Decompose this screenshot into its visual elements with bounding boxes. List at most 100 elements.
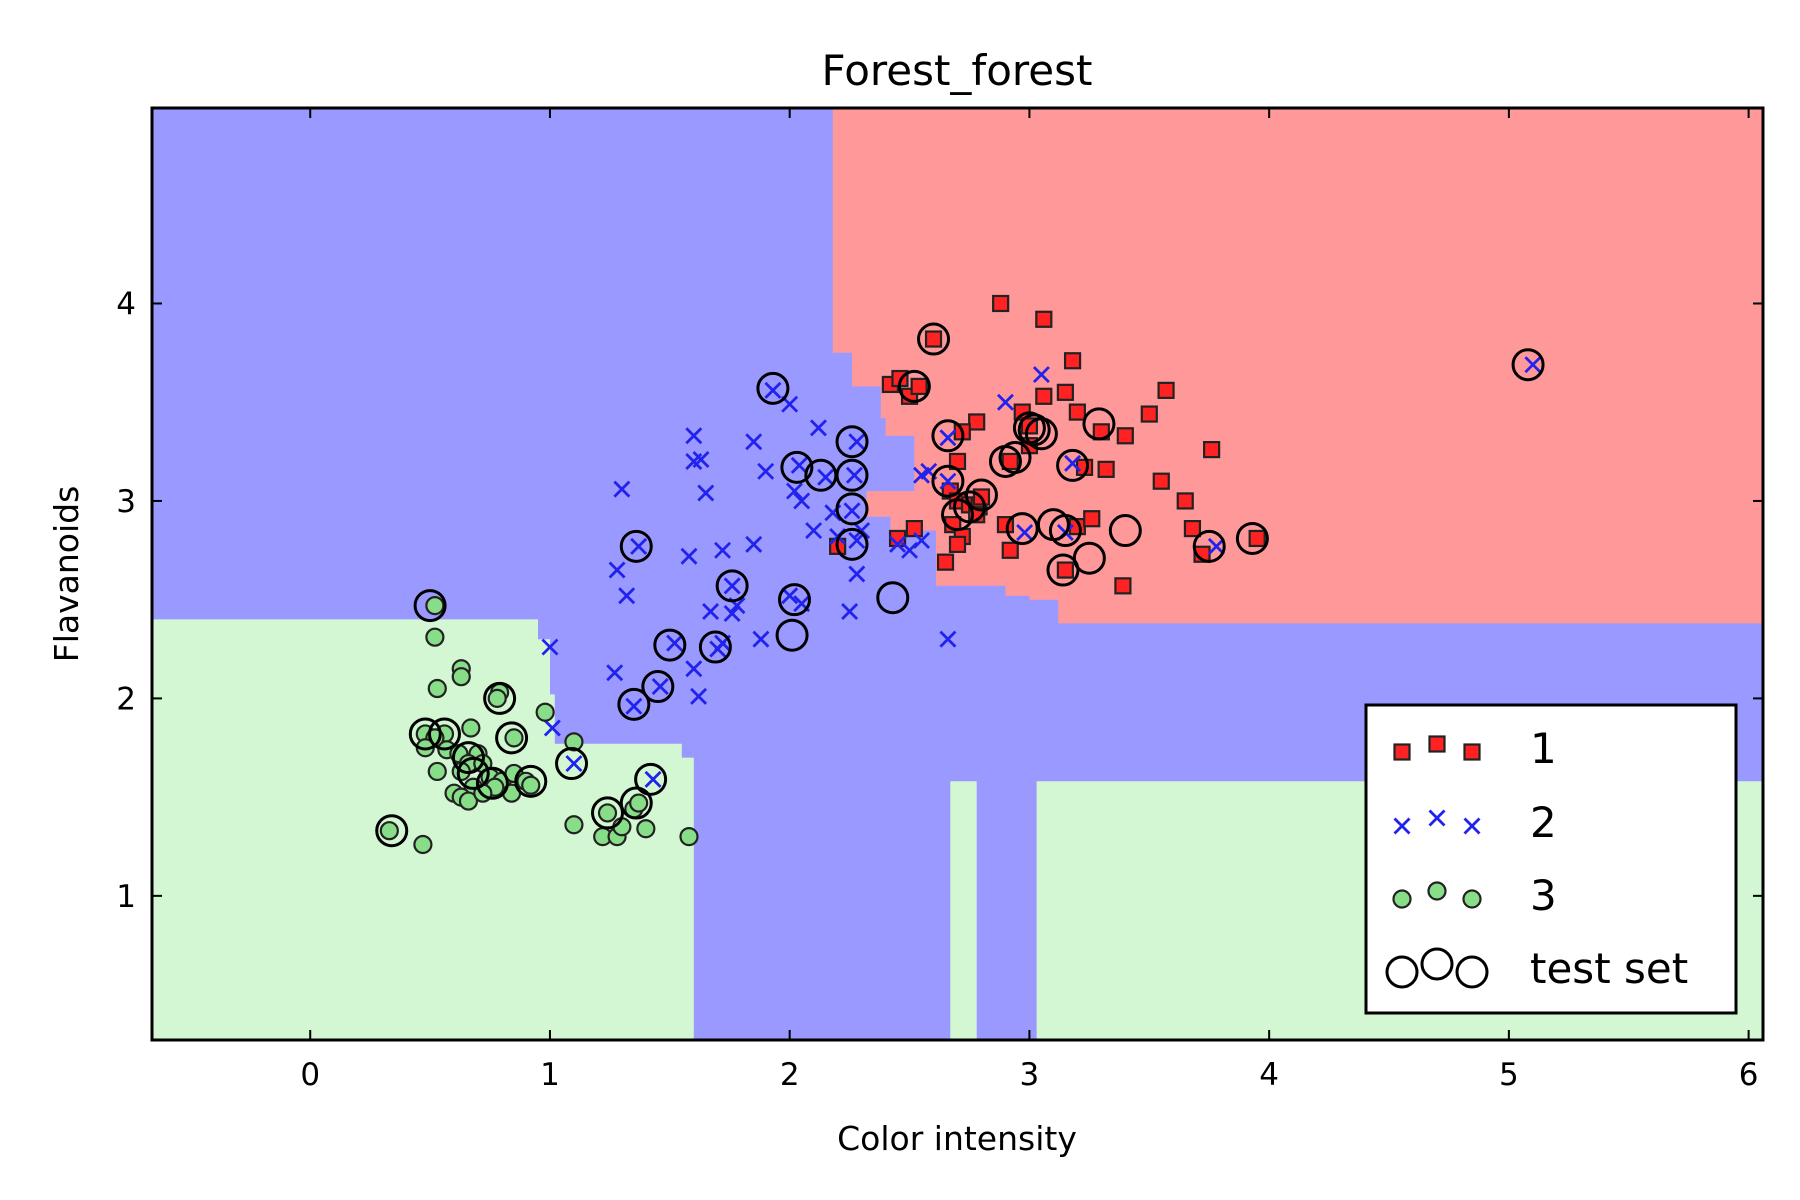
x-tick-label: 4 (1259, 1057, 1279, 1093)
point-class-2 (841, 603, 859, 621)
point-class-3 (679, 827, 699, 847)
point-class-2 (618, 587, 636, 605)
point-class-1 (1114, 577, 1132, 595)
test-point (475, 766, 509, 800)
test-point (427, 717, 461, 751)
plot-frame (150, 106, 1765, 1042)
y-tick-label: 3 (116, 484, 136, 520)
legend-marker-3 (1462, 889, 1482, 909)
chart-title: Forest_forest (822, 46, 1093, 95)
region-class-1-0 (832, 108, 1763, 624)
test-point (917, 322, 951, 356)
point-class-2 (745, 433, 763, 451)
test-point (375, 814, 409, 848)
legend-label: 2 (1530, 798, 1557, 847)
point-class-2 (630, 537, 648, 555)
test-point (1192, 529, 1226, 563)
x-tick-label: 2 (780, 1057, 800, 1093)
point-class-1 (968, 413, 986, 431)
test-point (952, 490, 986, 524)
point-class-2 (690, 687, 708, 705)
test-point (590, 796, 624, 830)
legend-marker-1 (1393, 743, 1411, 761)
y-tick-label: 1 (116, 879, 136, 915)
legend-marker-1 (1428, 735, 1446, 753)
test-point (835, 458, 869, 492)
region-class-3-1 (950, 781, 977, 1040)
point-class-1 (1140, 405, 1158, 423)
test-point (1024, 417, 1058, 451)
point-class-3 (564, 732, 584, 752)
test-point (835, 425, 869, 459)
point-class-2 (913, 531, 931, 549)
point-class-2 (781, 587, 799, 605)
point-class-2 (845, 466, 863, 484)
point-class-2 (848, 433, 866, 451)
point-class-1 (1001, 541, 1019, 559)
point-class-2 (685, 660, 703, 678)
point-class-2 (1207, 537, 1225, 555)
point-class-2 (793, 492, 811, 510)
point-class-3 (427, 678, 447, 699)
test-point (1108, 514, 1142, 548)
test-point (514, 764, 548, 798)
point-class-1 (905, 519, 923, 538)
point-class-3 (461, 718, 481, 738)
legend-label: test set (1530, 944, 1688, 993)
point-class-2 (625, 697, 643, 715)
axis-ticks: 0 1 2 3 4 5 6 1 2 3 4 (116, 108, 1763, 1093)
test-set-rings (375, 322, 1545, 848)
test-point (698, 630, 732, 664)
test-point (775, 618, 809, 652)
x-axis-label: Color intensity (837, 1119, 1077, 1158)
point-class-2 (714, 541, 732, 559)
point-class-2 (848, 565, 866, 583)
legend-marker-test-set (1455, 955, 1489, 989)
y-axis-label: Flavanoids (47, 486, 86, 663)
point-class-2 (697, 484, 715, 502)
legend-marker-test-set (1420, 947, 1454, 981)
point-class-3 (413, 834, 433, 855)
test-point (619, 529, 653, 563)
point-class-2 (790, 456, 808, 474)
test-point (456, 756, 490, 790)
point-class-1 (936, 553, 955, 571)
point-class-2 (1016, 524, 1034, 542)
test-point (413, 589, 447, 623)
point-class-2 (817, 468, 835, 486)
point-class-2 (1524, 356, 1542, 374)
legend-label: 1 (1530, 724, 1557, 773)
legend-marker-2 (1393, 817, 1411, 835)
point-class-2 (565, 755, 583, 773)
point-class-1 (992, 294, 1010, 313)
point-class-2 (541, 638, 559, 656)
legend-box (1364, 703, 1738, 1015)
point-class-2 (606, 664, 624, 682)
point-class-3 (427, 761, 447, 782)
point-class-2 (853, 522, 871, 540)
point-class-3 (564, 815, 584, 835)
test-point (451, 741, 485, 775)
point-class-2 (764, 381, 782, 399)
test-point (1082, 407, 1116, 441)
point-class-1 (1183, 519, 1202, 538)
point-class-3 (629, 793, 649, 813)
legend-marker-3 (1392, 889, 1412, 909)
test-point (1017, 413, 1051, 447)
legend-marker-1 (1463, 743, 1481, 761)
legend-marker-test-set (1385, 955, 1419, 989)
point-class-2 (1032, 366, 1050, 384)
point-class-2 (543, 719, 561, 737)
point-class-2 (757, 462, 775, 480)
point-class-1 (924, 330, 943, 348)
test-point (897, 369, 931, 403)
point-class-3 (597, 803, 618, 823)
point-class-2 (745, 535, 763, 553)
point-class-3 (379, 821, 399, 841)
point-class-2 (651, 678, 669, 696)
point-class-2 (685, 427, 703, 445)
test-point (876, 581, 910, 615)
point-class-1 (1056, 383, 1074, 401)
legend-marker-2 (1463, 817, 1481, 835)
